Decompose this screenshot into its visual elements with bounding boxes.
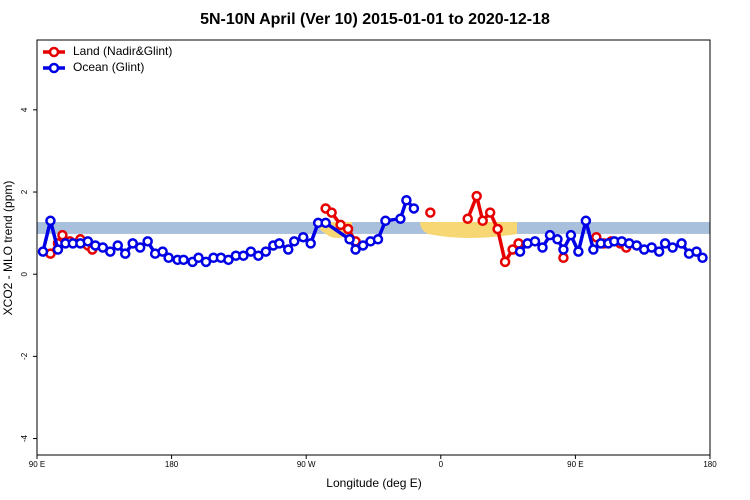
data-point [37,246,49,257]
data-point [380,215,391,227]
data-point [588,244,599,255]
x-tick-label: 180 [165,460,179,469]
data-point [484,207,496,218]
data-point [344,234,355,245]
data-point [260,246,272,257]
legend-marker [48,62,60,74]
data-point [326,207,337,218]
data-point [283,244,294,255]
data-point [552,234,563,245]
data-point [127,238,138,249]
legend-label: Land (Nadir&Glint) [73,44,172,58]
data-point [357,240,369,251]
data-point [558,244,569,255]
data-point [499,256,511,268]
data-point [537,242,548,253]
data-point [97,242,109,253]
y-tick-label: -2 [20,352,29,360]
data-point [514,246,526,257]
data-point [223,254,234,266]
data-point [529,236,541,247]
data-point [57,229,68,241]
data-point [157,246,168,257]
data-point [305,238,316,249]
data-point [676,238,687,249]
data-point [659,238,671,249]
data-point [646,242,657,253]
data-point [52,244,64,255]
data-point [425,207,436,218]
legend-marker [48,46,60,58]
data-point [82,236,94,247]
data-point [544,229,556,241]
data-point [691,246,702,257]
y-tick-label: 0 [20,271,29,276]
data-point [471,190,482,202]
data-point [667,242,678,253]
data-point [163,252,174,264]
data-point [193,252,204,264]
data-point [245,246,257,257]
chart-title: 5N-10N April (Ver 10) 2015-01-01 to 2020… [200,11,550,28]
data-point [200,256,212,268]
data-point [288,236,300,247]
y-tick-label: 4 [20,107,29,112]
data-point [134,242,146,253]
x-tick-label: 90 E [29,460,45,469]
data-point [477,215,488,227]
data-point [372,234,384,245]
data-point [558,252,569,264]
x-tick-label: 90 E [567,460,583,469]
data-point [462,213,473,224]
data-point [297,231,309,243]
y-tick-label: -4 [20,434,29,442]
data-point [492,223,503,235]
data-point [119,248,131,259]
data-point [408,203,420,214]
data-point [580,215,592,227]
data-point [401,194,412,206]
data-point [395,213,406,224]
data-point [335,219,346,231]
x-tick-label: 0 [439,460,444,469]
x-tick-label: 180 [703,460,717,469]
band-highlight [420,222,517,238]
x-tick-label: 90 W [297,460,316,469]
data-point [320,217,331,229]
data-point [697,252,708,264]
data-point [342,223,354,235]
data-point [142,236,153,247]
data-point [565,229,577,241]
y-tick-label: 2 [20,189,29,194]
reference-band [37,222,710,234]
data-point [350,244,361,255]
data-point [513,238,524,249]
data-point [238,250,249,261]
data-point [573,246,584,257]
data-point [631,240,642,251]
legend-label: Ocean (Glint) [73,60,144,74]
data-point [253,250,264,261]
data-point [45,215,56,227]
x-axis-label: Longitude (deg E) [326,476,421,490]
data-point [105,246,116,257]
plot-frame [36,39,711,456]
y-axis-label: XCO2 - MLO trend (ppm) [1,181,15,316]
data-point [274,238,285,249]
data-point [112,240,124,251]
data-point [653,246,665,257]
data-point [178,254,189,266]
